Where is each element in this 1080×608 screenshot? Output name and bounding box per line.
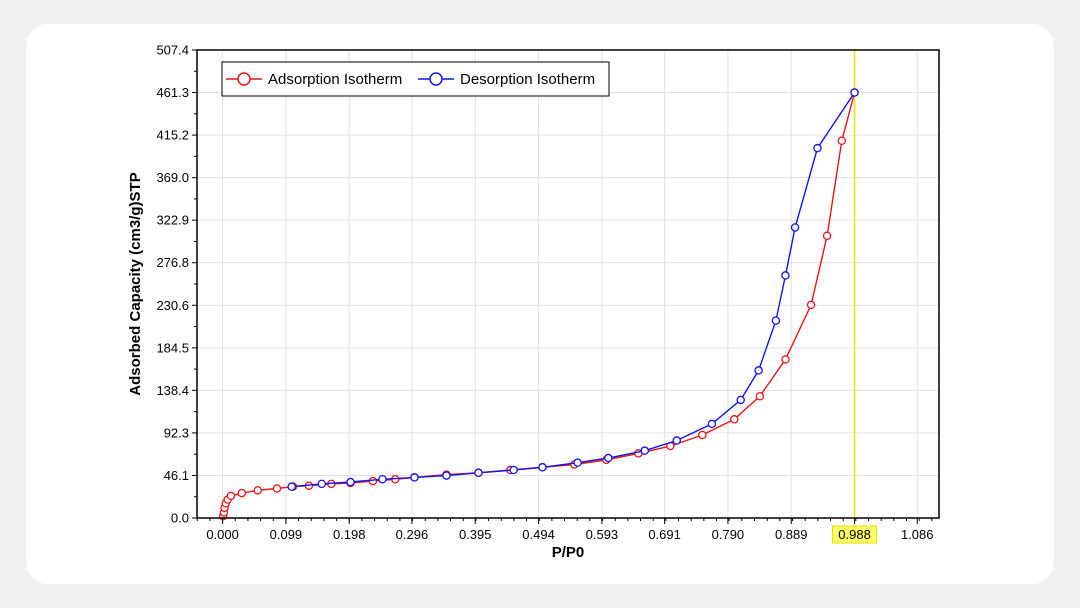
desorption-point (317, 479, 326, 489)
y-tick-label: 184.5 (156, 340, 189, 355)
y-tick-label: 92.3 (164, 425, 189, 440)
desorption-point (736, 395, 745, 405)
y-tick-label: 276.8 (156, 255, 189, 270)
x-tick-label: 0.099 (270, 527, 303, 542)
adsorption-point (253, 486, 263, 495)
adsorption-point (730, 415, 739, 424)
desorption-point (754, 366, 763, 375)
adsorption-point (368, 476, 378, 486)
desorption-point (790, 223, 800, 232)
desorption-point (287, 482, 296, 491)
x-tick-label: 0.691 (648, 527, 681, 542)
tick-labels: 0.0 46.1 92.3 138.4 184.5 230.6 276.8 322.9 369.… (156, 43, 934, 544)
x-tick-label: 0.000 (206, 527, 239, 542)
y-tick-label: 46.1 (164, 468, 189, 483)
desorption-point (410, 473, 419, 482)
plot-frame (196, 49, 940, 519)
y-tick-label: 138.4 (156, 383, 189, 398)
y-tick-label: 369.0 (156, 170, 189, 185)
adsorption-point (806, 300, 816, 310)
x-tick-label: 0.889 (775, 527, 808, 542)
adsorption-point (237, 488, 247, 498)
desorption-point (509, 465, 518, 475)
desorption-point (604, 453, 613, 463)
adsorption-point (698, 430, 707, 440)
desorption-point (573, 458, 582, 467)
y-tick-label: 230.6 (156, 298, 189, 313)
grid (197, 50, 939, 518)
x-tick-label: 0.395 (459, 527, 492, 542)
desorption-point (378, 475, 387, 484)
desorption-point (640, 446, 650, 455)
desorption-point (850, 88, 859, 97)
desorption-point (781, 271, 790, 280)
x-tick-label: 0.198 (333, 527, 366, 542)
x-tick-label: 0.494 (522, 527, 555, 542)
desorption-point (707, 419, 717, 429)
ticks (192, 49, 933, 524)
desorption-point (538, 463, 547, 472)
x-tick-label: 0.988 (838, 527, 871, 542)
desorption-point (346, 477, 355, 487)
adsorption-point (272, 484, 282, 493)
y-tick-label: 322.9 (156, 213, 189, 228)
adsorption-point (226, 491, 236, 501)
adsorption-point (755, 391, 765, 401)
adsorption-point (837, 136, 847, 146)
x-axis-title: P/P0 (552, 544, 585, 561)
y-tick-label: 507.4 (156, 43, 189, 58)
x-tick-label: 1.086 (901, 527, 934, 542)
legend-adsorption-marker (237, 72, 251, 86)
legend-box (221, 61, 610, 97)
y-axis-title: Adsorbed Capacity (cm3/g)STP (127, 172, 144, 395)
desorption-point (771, 316, 781, 325)
legend-desorption-marker (429, 72, 443, 86)
legend-desorption-label: Desorption Isotherm (460, 71, 595, 88)
x-tick-highlight (832, 525, 878, 544)
y-tick-label: 0.0 (171, 511, 189, 526)
series-layer (218, 88, 859, 521)
y-tick-label: 415.2 (156, 128, 189, 143)
desorption-point (672, 436, 681, 445)
desorption-point (474, 468, 483, 478)
y-tick-label: 461.3 (156, 85, 189, 100)
desorption-point (442, 471, 451, 480)
x-tick-label: 0.790 (712, 527, 745, 542)
adsorption-point (822, 231, 832, 241)
adsorption-point (781, 355, 790, 364)
x-tick-label: 0.296 (396, 527, 429, 542)
desorption-line (291, 92, 856, 488)
legend-adsorption-label: Adsorption Isotherm (268, 71, 402, 88)
desorption-point (813, 143, 822, 153)
legend: Adsorption Isotherm Desorption Isotherm (221, 61, 610, 97)
x-tick-label: 0.593 (586, 527, 619, 542)
